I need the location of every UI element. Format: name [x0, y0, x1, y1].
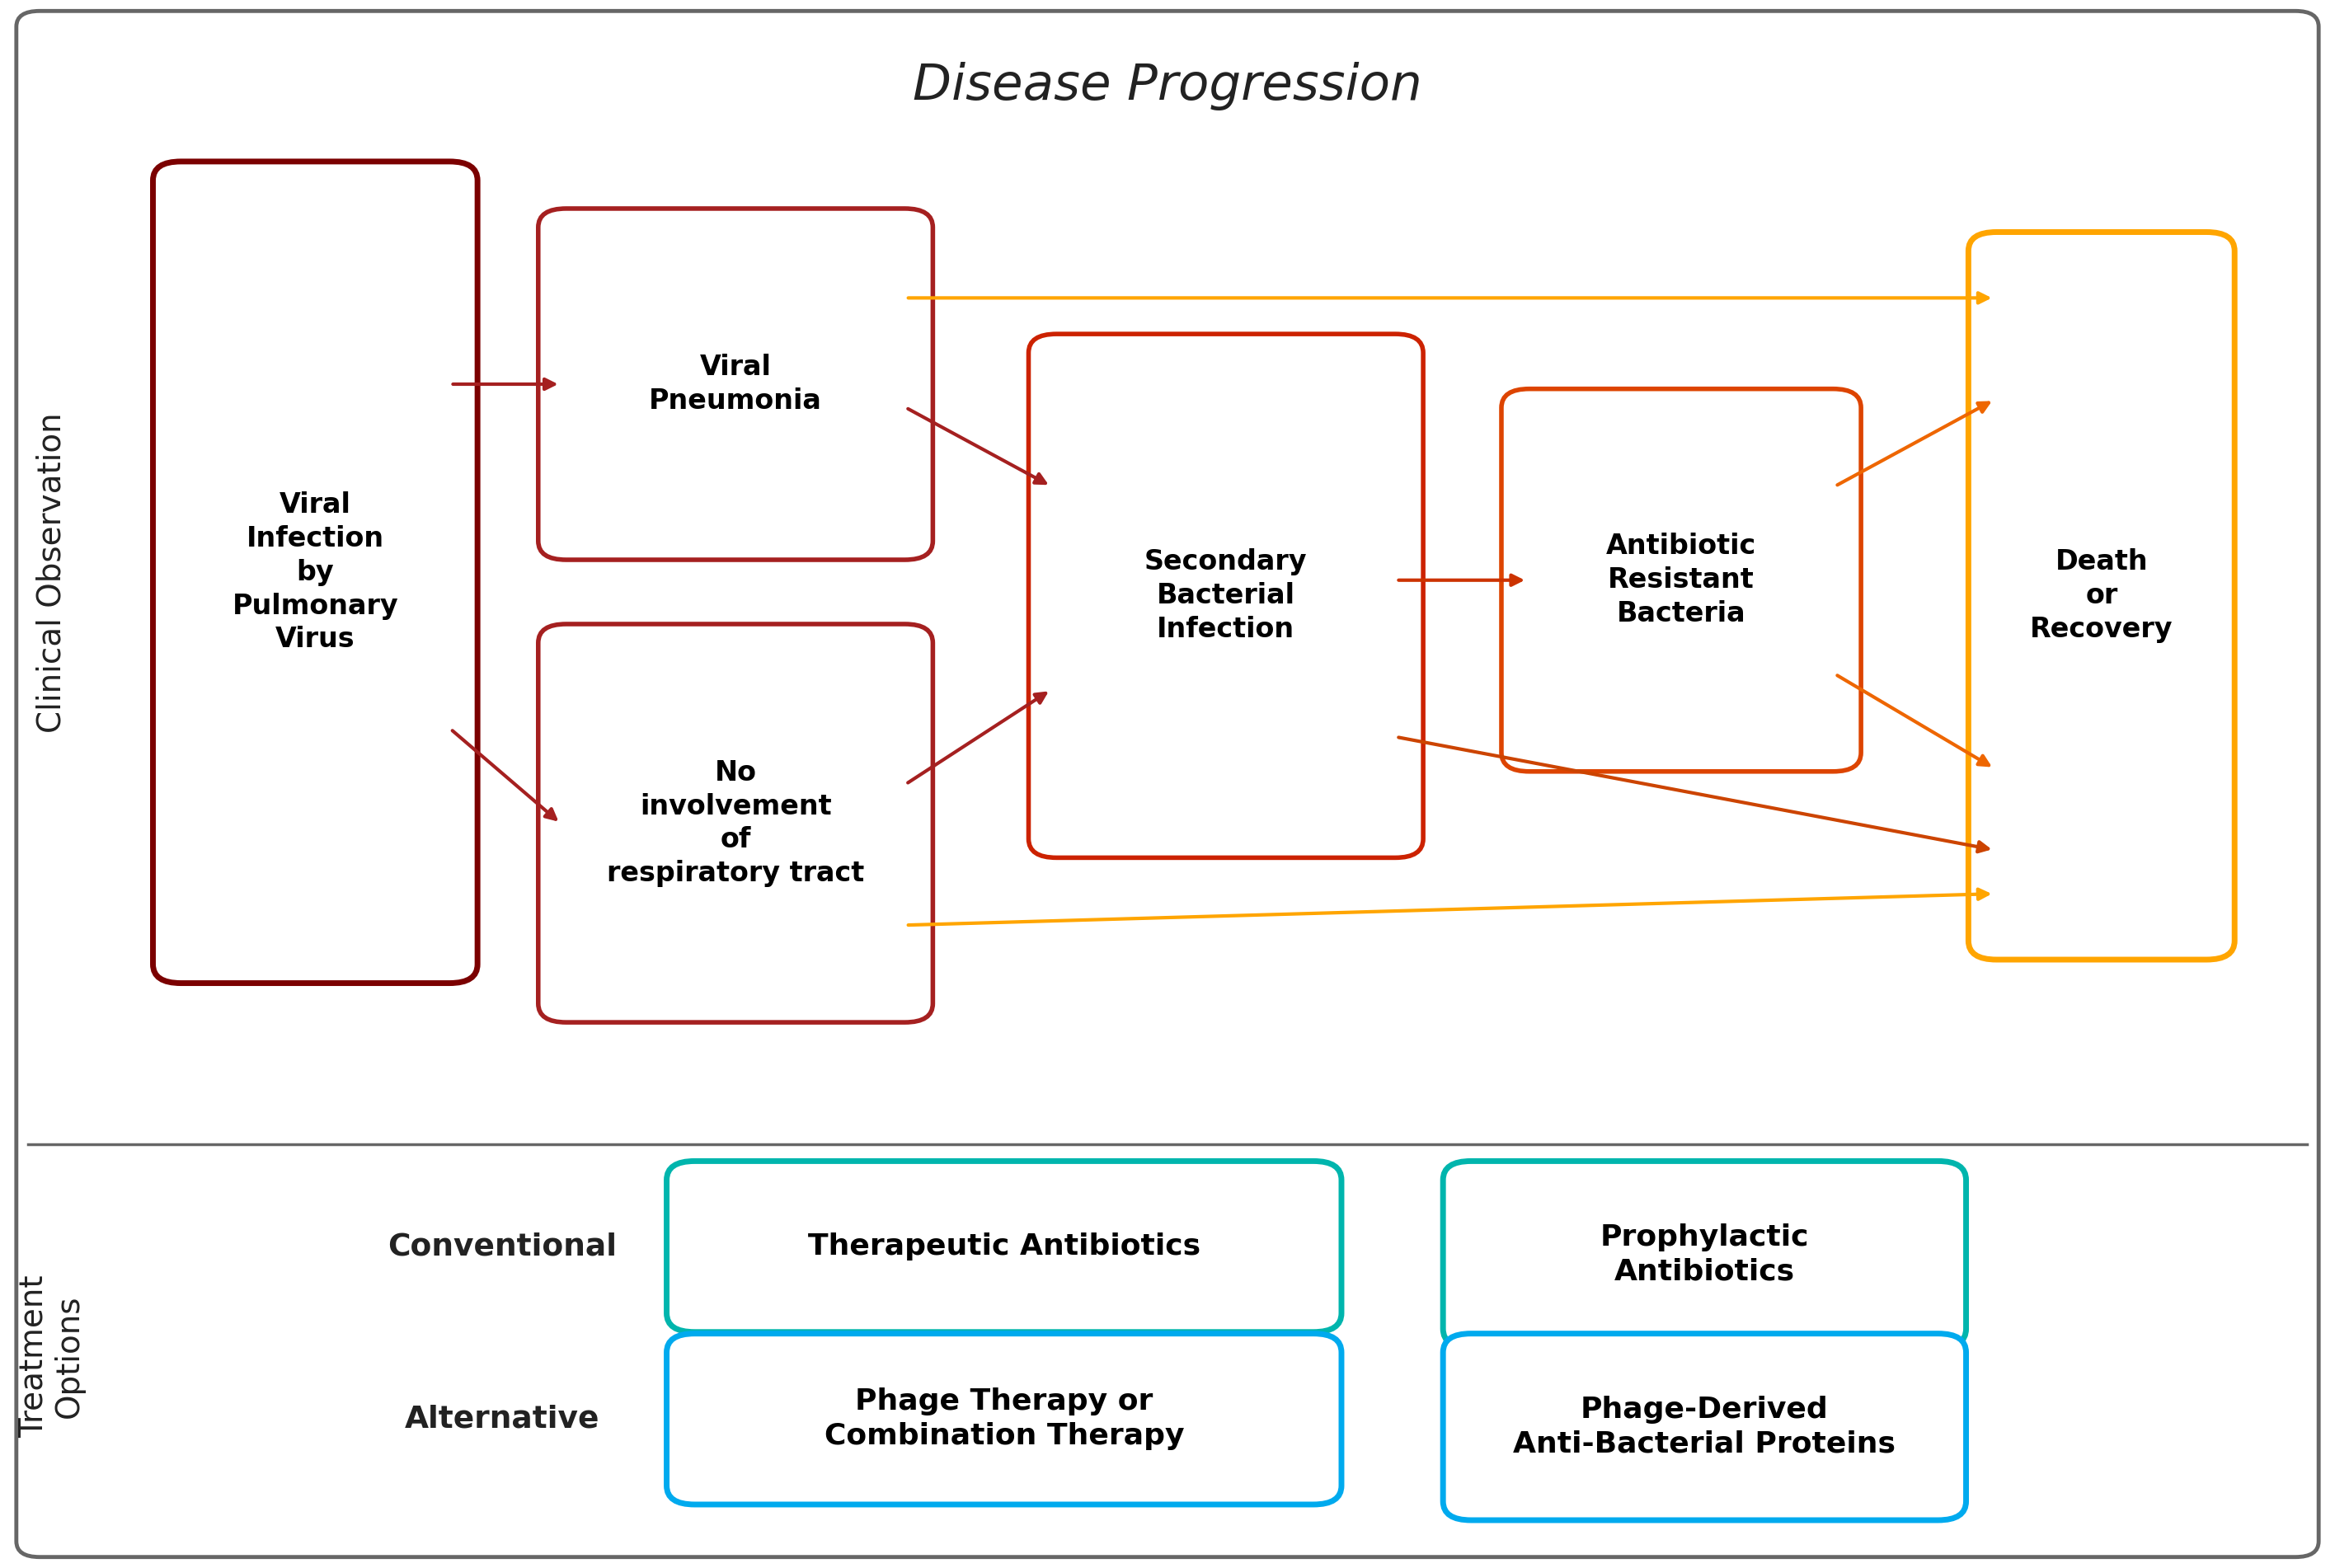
- Text: Therapeutic Antibiotics: Therapeutic Antibiotics: [808, 1232, 1200, 1261]
- Text: Secondary
Bacterial
Infection: Secondary Bacterial Infection: [1144, 549, 1308, 643]
- FancyBboxPatch shape: [16, 11, 2319, 1557]
- FancyBboxPatch shape: [537, 624, 934, 1022]
- Text: Conventional: Conventional: [388, 1232, 616, 1261]
- FancyBboxPatch shape: [1030, 334, 1422, 858]
- FancyBboxPatch shape: [1501, 389, 1861, 771]
- FancyBboxPatch shape: [1443, 1333, 1966, 1521]
- Text: Antibiotic
Resistant
Bacteria: Antibiotic Resistant Bacteria: [1606, 533, 1756, 627]
- Text: Disease Progression: Disease Progression: [913, 61, 1422, 111]
- Text: Death
or
Recovery: Death or Recovery: [2029, 549, 2174, 643]
- FancyBboxPatch shape: [1968, 232, 2235, 960]
- FancyBboxPatch shape: [154, 162, 476, 983]
- Text: Alternative: Alternative: [404, 1405, 600, 1433]
- FancyBboxPatch shape: [668, 1160, 1340, 1333]
- FancyBboxPatch shape: [537, 209, 934, 560]
- Text: Phage-Derived
Anti-Bacterial Proteins: Phage-Derived Anti-Bacterial Proteins: [1513, 1396, 1896, 1458]
- FancyBboxPatch shape: [668, 1333, 1340, 1505]
- FancyBboxPatch shape: [1443, 1160, 1966, 1347]
- Text: No
involvement
of
respiratory tract: No involvement of respiratory tract: [607, 759, 864, 887]
- Text: Viral
Pneumonia: Viral Pneumonia: [649, 354, 822, 414]
- Text: Treatment
Options: Treatment Options: [19, 1275, 84, 1438]
- Text: Phage Therapy or
Combination Therapy: Phage Therapy or Combination Therapy: [824, 1388, 1184, 1450]
- Text: Prophylactic
Antibiotics: Prophylactic Antibiotics: [1599, 1223, 1810, 1286]
- Text: Viral
Infection
by
Pulmonary
Virus: Viral Infection by Pulmonary Virus: [231, 491, 399, 654]
- Text: Clinical Observation: Clinical Observation: [35, 412, 68, 732]
